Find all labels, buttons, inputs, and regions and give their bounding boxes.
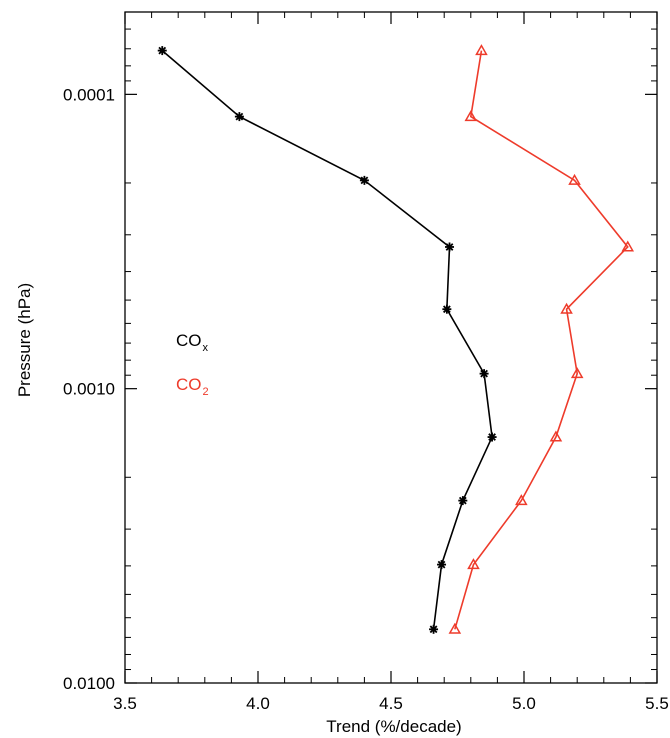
- series-layer: [157, 44, 635, 634]
- series-line: [161, 49, 493, 630]
- x-tick-label: 4.0: [246, 694, 270, 713]
- data-point-asterisk: [429, 624, 439, 634]
- x-axis-ticks: 3.5 4.0 4.5 5.0 5.5: [113, 12, 669, 713]
- y-tick-label: 0.0001: [63, 85, 115, 104]
- legend-entry: COx: [176, 331, 209, 354]
- data-point-asterisk: [487, 432, 497, 442]
- data-point-asterisk: [445, 242, 455, 252]
- series-co-2: [448, 44, 635, 634]
- x-tick-label: 5.0: [512, 694, 536, 713]
- data-point-asterisk: [442, 304, 452, 314]
- y-axis-ticks: 0.0001 0.0010 0.0100: [63, 28, 657, 693]
- x-axis-title: Trend (%/decade): [326, 717, 461, 736]
- x-tick-label: 5.5: [645, 694, 669, 713]
- data-point-triangle: [464, 110, 478, 122]
- y-tick-label: 0.0010: [63, 380, 115, 399]
- data-point-triangle: [560, 302, 573, 314]
- data-point-triangle: [448, 622, 462, 634]
- data-point-triangle: [570, 367, 584, 379]
- data-point-asterisk: [234, 112, 244, 122]
- data-point-triangle: [568, 173, 581, 185]
- data-point-triangle: [549, 430, 563, 442]
- data-point-triangle: [475, 44, 488, 56]
- data-point-triangle: [515, 494, 528, 506]
- data-point-asterisk: [458, 496, 468, 506]
- x-tick-label: 4.5: [379, 694, 403, 713]
- series-line: [454, 50, 629, 630]
- series-co-x: [157, 46, 497, 634]
- data-point-asterisk: [437, 560, 447, 570]
- data-point-asterisk: [359, 175, 369, 185]
- y-axis-title: Pressure (hPa): [15, 283, 34, 397]
- data-point-triangle: [467, 558, 480, 570]
- data-point-triangle: [621, 240, 635, 252]
- data-point-asterisk: [157, 46, 167, 56]
- x-tick-label: 3.5: [113, 694, 137, 713]
- data-point-asterisk: [479, 369, 489, 379]
- legend: COx CO2: [176, 331, 209, 398]
- y-tick-label: 0.0100: [63, 674, 115, 693]
- legend-entry: CO2: [176, 375, 209, 398]
